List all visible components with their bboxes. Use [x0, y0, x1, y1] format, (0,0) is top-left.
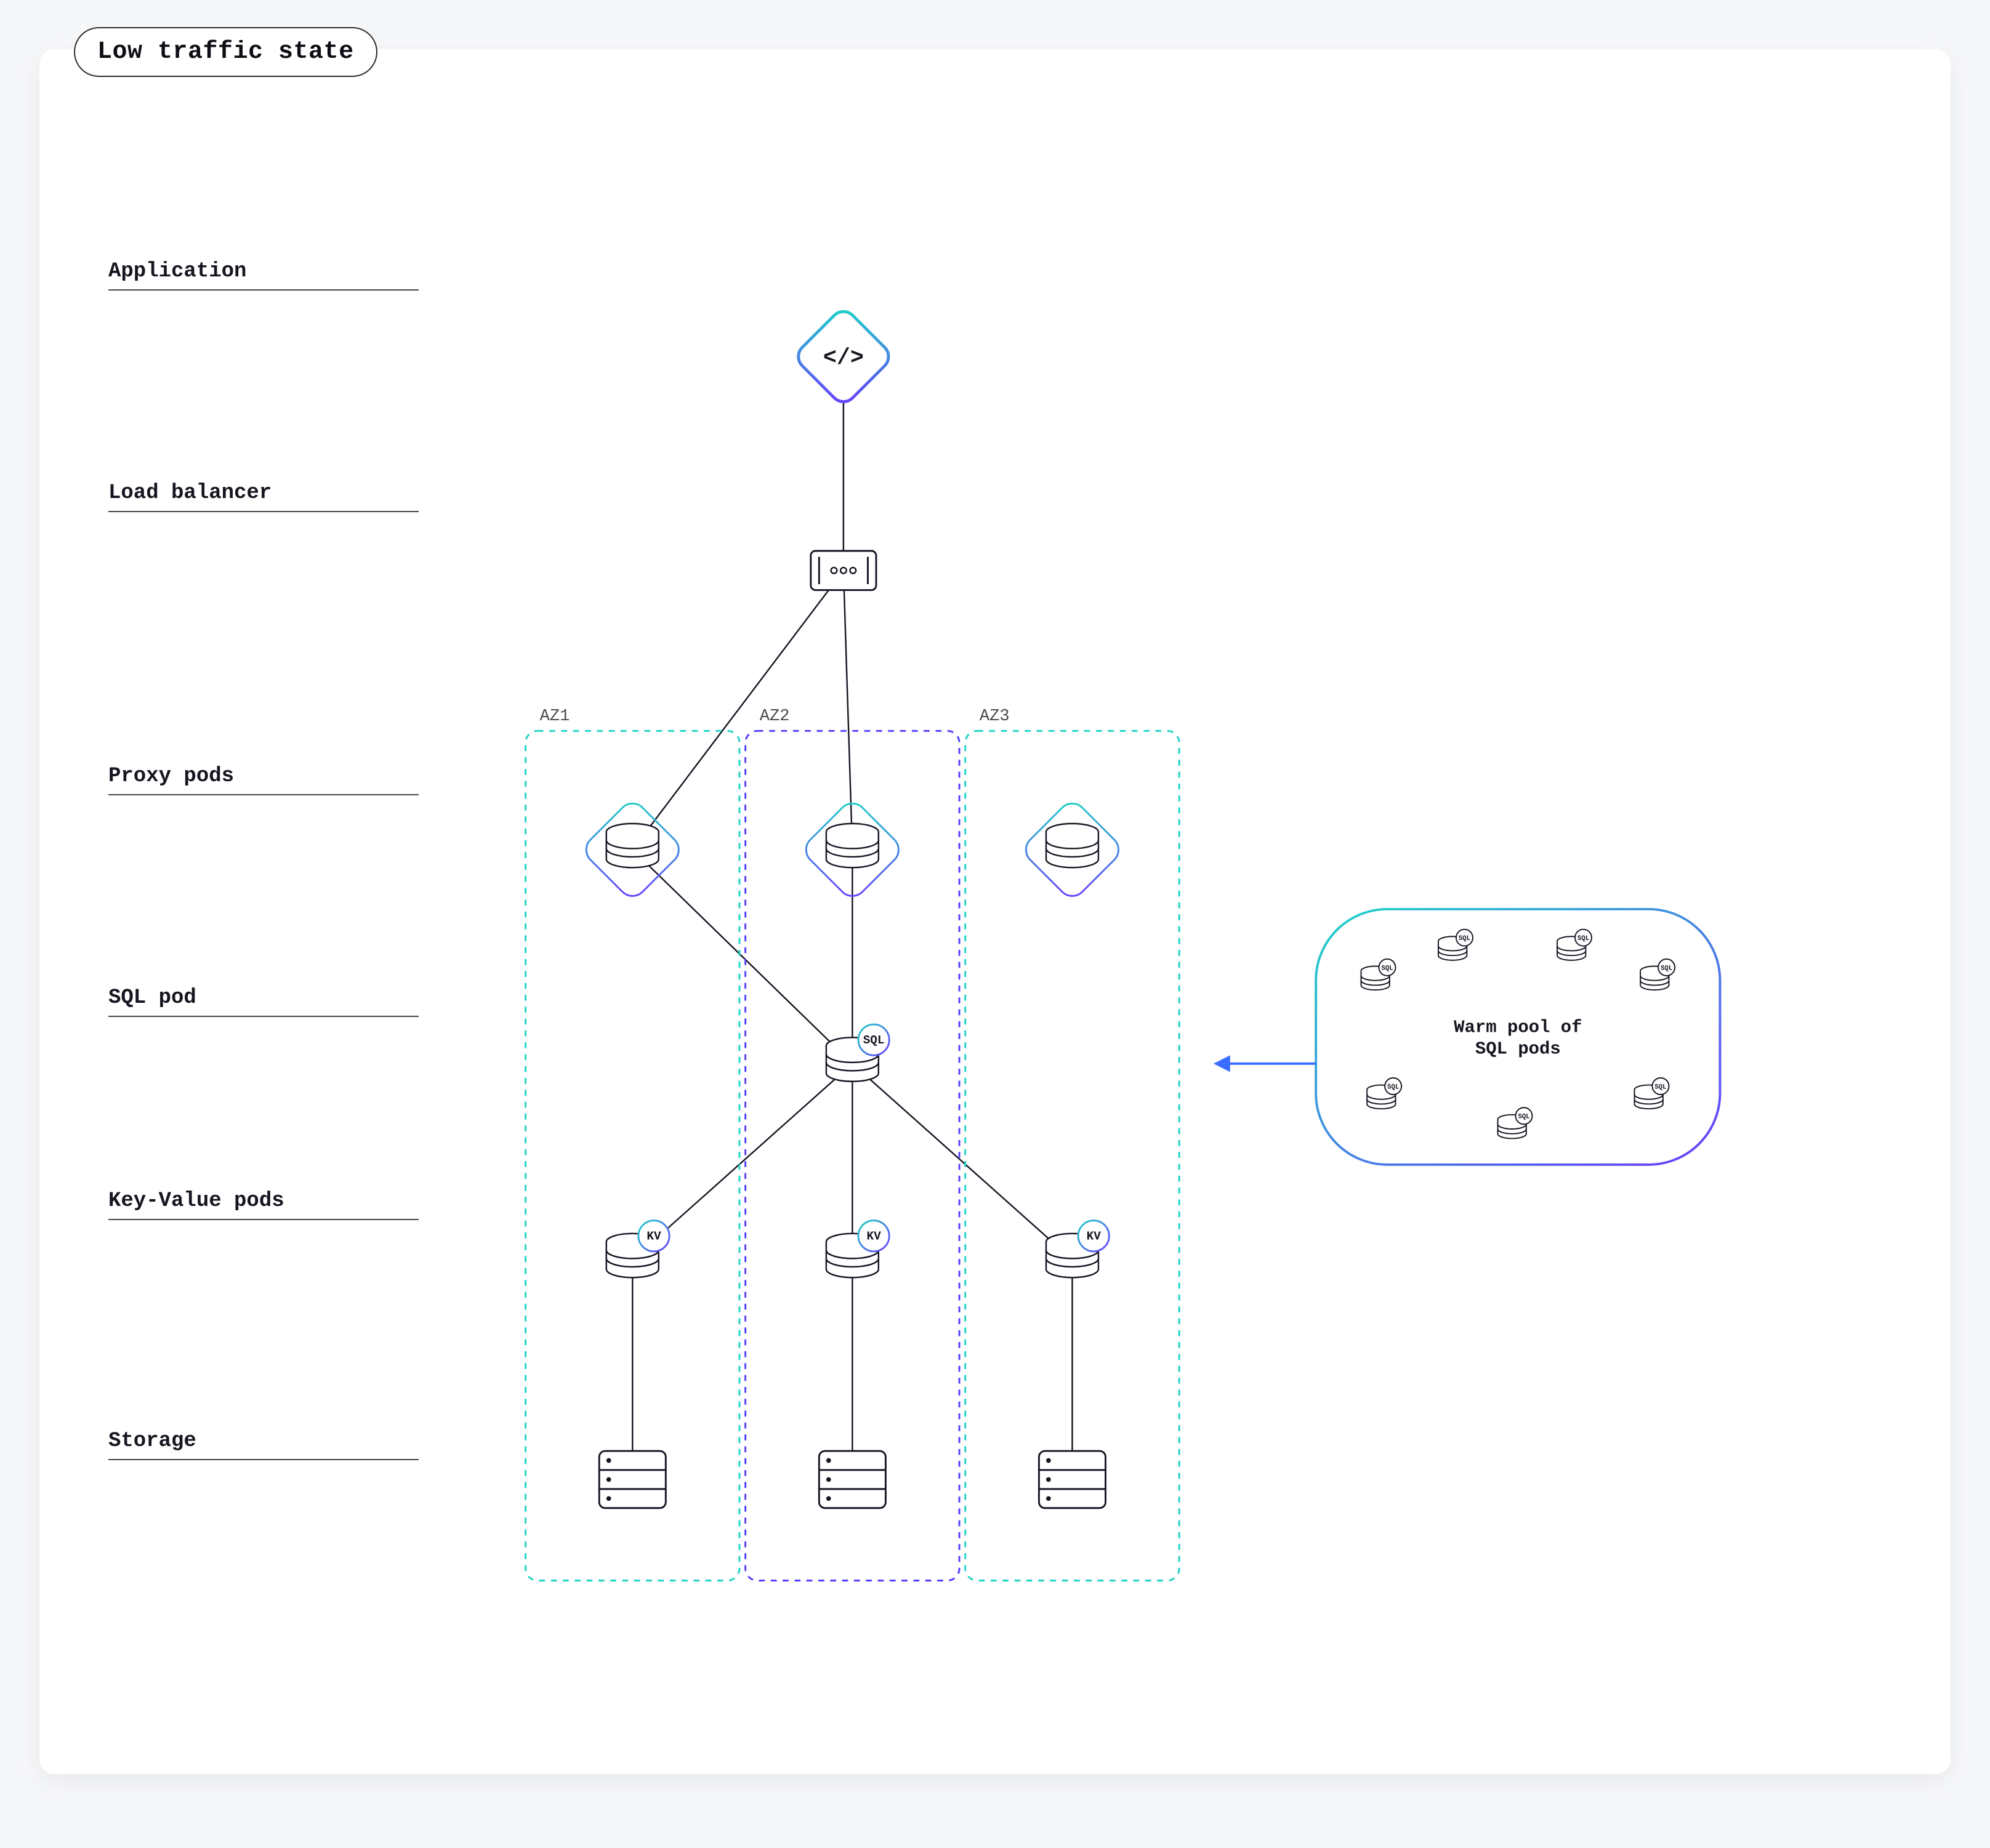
svg-text:SQL: SQL	[1577, 935, 1589, 942]
kv-badge: KV	[638, 1221, 669, 1251]
svg-text:SQL: SQL	[1518, 1114, 1529, 1121]
storage-2	[819, 1451, 885, 1508]
state-badge: Low traffic state	[74, 27, 377, 77]
az-label-az1: AZ1	[540, 707, 570, 726]
svg-text:SQL: SQL	[1381, 965, 1393, 972]
application-node: </>	[793, 306, 894, 407]
kv-badge: KV	[858, 1221, 889, 1251]
sql-badge: SQL	[858, 1024, 889, 1055]
kv-badge: KV	[1078, 1221, 1109, 1251]
svg-text:SQL: SQL	[1654, 1083, 1666, 1091]
sql-pod: SQL	[826, 1024, 889, 1082]
diagram-svg: AZ1 AZ2 AZ3 </> SQL KV KV KV Warm pool ofSQL p…	[74, 108, 1916, 1740]
storage-3	[1039, 1451, 1105, 1508]
svg-text:KV: KV	[1087, 1230, 1102, 1243]
proxy-pod-3	[1020, 798, 1124, 902]
edge	[844, 571, 852, 850]
diagram-card: Low traffic state ApplicationLoad balanc…	[39, 49, 1951, 1774]
state-badge-label: Low traffic state	[97, 38, 354, 66]
svg-text:SQL: SQL	[1661, 965, 1672, 972]
storage-1	[599, 1451, 666, 1508]
edge	[632, 850, 852, 1063]
az-label-az2: AZ2	[760, 707, 790, 726]
svg-text:KV: KV	[867, 1230, 882, 1243]
svg-text:SQL: SQL	[1387, 1083, 1399, 1091]
load-balancer-node	[811, 551, 876, 590]
svg-text:KV: KV	[647, 1230, 661, 1243]
az-label-az3: AZ3	[980, 707, 1010, 726]
warm-pool-subtitle: SQL pods	[1475, 1038, 1561, 1059]
warm-pool: Warm pool ofSQL pods SQL SQL SQL SQL SQL SQL SQ…	[1227, 909, 1720, 1165]
kv-pod-3: KV	[1046, 1221, 1109, 1278]
svg-text:SQL: SQL	[863, 1034, 885, 1047]
warm-pool-title: Warm pool of	[1454, 1018, 1582, 1038]
edges-layer	[632, 356, 1072, 1479]
code-icon: </>	[823, 345, 864, 371]
kv-pod-2: KV	[826, 1221, 889, 1278]
kv-pod-1: KV	[606, 1221, 669, 1278]
canvas: Low traffic state ApplicationLoad balanc…	[0, 0, 1990, 1848]
svg-text:SQL: SQL	[1459, 935, 1470, 942]
edge	[632, 571, 844, 850]
